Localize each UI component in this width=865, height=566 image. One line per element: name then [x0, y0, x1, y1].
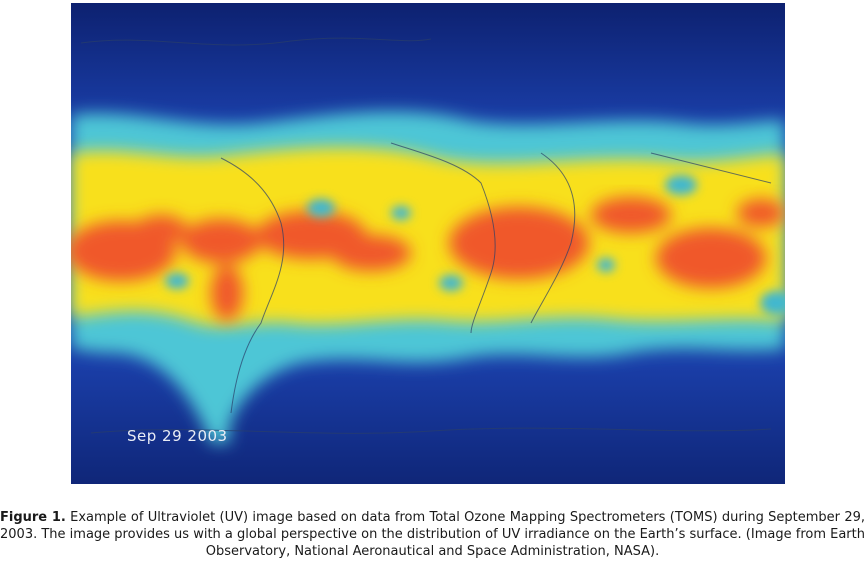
uv-map-image: [71, 3, 785, 484]
map-date-label: Sep 29 2003: [127, 427, 228, 445]
figure-caption: Figure 1. Example of Ultraviolet (UV) im…: [0, 509, 865, 560]
uv-map-figure: Sep 29 2003: [71, 3, 785, 484]
figure-caption-label: Figure 1.: [0, 510, 66, 525]
figure-caption-text: Example of Ultraviolet (UV) image based …: [0, 510, 865, 559]
